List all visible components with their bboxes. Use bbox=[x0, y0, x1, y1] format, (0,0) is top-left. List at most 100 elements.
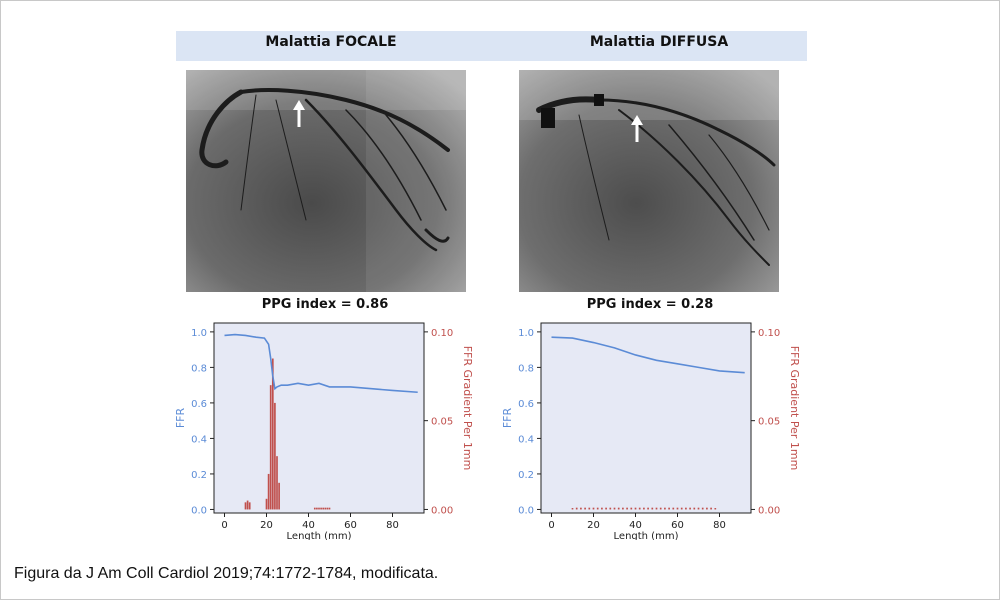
gradient-bar bbox=[609, 507, 612, 510]
y2-tick-label: 0.00 bbox=[758, 505, 780, 516]
ffr-line bbox=[551, 336, 745, 374]
y-tick-label: 1.0 bbox=[191, 328, 207, 339]
gradient-bar bbox=[710, 507, 712, 510]
x-tick-label: 0 bbox=[548, 520, 554, 531]
y-tick-label: 0.6 bbox=[518, 399, 534, 410]
header-band bbox=[176, 31, 807, 61]
gradient-bar bbox=[246, 500, 249, 510]
gradient-bar bbox=[659, 507, 662, 510]
x-tick-label: 0 bbox=[221, 520, 227, 531]
gradient-bar bbox=[630, 507, 633, 510]
y-tick-label: 0.8 bbox=[518, 363, 534, 374]
x-tick-label: 20 bbox=[587, 520, 600, 531]
gradient-bar bbox=[672, 507, 675, 510]
plot-area bbox=[213, 322, 425, 514]
gradient-bar bbox=[706, 507, 708, 510]
gradient-bar bbox=[668, 507, 670, 510]
y2-axis-label: FFR Gradient Per 1mm bbox=[788, 346, 801, 471]
x-tick-label: 60 bbox=[344, 520, 357, 531]
x-tick-label: 40 bbox=[629, 520, 642, 531]
x-tick-label: 40 bbox=[302, 520, 315, 531]
gradient-bar bbox=[276, 456, 278, 510]
y-tick-label: 0.0 bbox=[518, 505, 534, 516]
gradient-bar bbox=[592, 507, 595, 510]
left-panel-title: Malattia FOCALE bbox=[265, 34, 397, 50]
x-tick-label: 80 bbox=[713, 520, 726, 531]
gradient-bar bbox=[605, 507, 607, 510]
gradient-bar bbox=[676, 507, 679, 510]
ffr-line bbox=[224, 333, 418, 394]
angiogram-focal bbox=[186, 70, 466, 292]
y-tick-label: 0.8 bbox=[191, 363, 207, 374]
gradient-bar bbox=[664, 507, 666, 510]
angiogram-diffuse bbox=[519, 70, 779, 292]
gradient-bar bbox=[596, 507, 599, 510]
x-axis-label: Length (mm) bbox=[287, 531, 352, 540]
y-tick-label: 1.0 bbox=[518, 328, 534, 339]
gradient-bar bbox=[248, 502, 251, 510]
gradient-bar bbox=[647, 507, 649, 510]
gradient-bar bbox=[617, 507, 620, 510]
gradient-bar bbox=[697, 507, 700, 510]
gradient-bar bbox=[588, 507, 591, 510]
y2-tick-label: 0.05 bbox=[431, 417, 453, 428]
gradient-bar bbox=[693, 507, 696, 510]
gradient-bar bbox=[634, 507, 637, 510]
gradient-bar bbox=[313, 507, 316, 510]
y-tick-label: 0.6 bbox=[191, 399, 207, 410]
y2-tick-label: 0.00 bbox=[431, 505, 453, 516]
gradient-bar bbox=[584, 507, 586, 510]
ffr-chart-diffuse: 0.0 0.2 0.4 0.6 0.8 1.0 0.00 0.05 0.10 0 20 40 60 80 L… bbox=[501, 322, 801, 540]
y-tick-label: 0.2 bbox=[518, 470, 534, 481]
y-axis-label: FFR bbox=[174, 408, 187, 429]
y2-tick-label: 0.05 bbox=[758, 417, 780, 428]
gradient-bar bbox=[271, 358, 274, 510]
gradient-bar bbox=[638, 507, 641, 510]
y-tick-label: 0.0 bbox=[191, 505, 207, 516]
ppg-index-right: PPG index = 0.28 bbox=[586, 297, 714, 312]
gradient-bar bbox=[643, 507, 645, 510]
gradient-bar bbox=[265, 498, 268, 510]
gradient-bar bbox=[575, 507, 578, 510]
y2-axis-label: FFR Gradient Per 1mm bbox=[461, 346, 474, 471]
gradient-bar bbox=[685, 507, 687, 510]
gradient-bar bbox=[689, 507, 691, 510]
gradient-bar bbox=[714, 508, 717, 510]
gradient-bar bbox=[324, 507, 327, 510]
gradient-bar bbox=[328, 507, 331, 510]
gradient-bar bbox=[316, 507, 318, 510]
ppg-index-left: PPG index = 0.86 bbox=[261, 297, 389, 312]
gradient-bar bbox=[655, 507, 658, 510]
gradient-bar bbox=[318, 507, 320, 510]
gradient-bar bbox=[278, 482, 280, 510]
x-tick-label: 80 bbox=[386, 520, 399, 531]
gradient-bar bbox=[626, 507, 628, 510]
y-tick-label: 0.4 bbox=[518, 434, 534, 445]
gradient-bar bbox=[244, 502, 247, 510]
arrow-up-icon bbox=[631, 115, 643, 142]
gradient-bar bbox=[613, 507, 616, 510]
y-axis-label: FFR bbox=[501, 408, 514, 429]
plot-area bbox=[540, 322, 752, 514]
figure-caption: Figura da J Am Coll Cardiol 2019;74:1772… bbox=[14, 565, 439, 582]
gradient-bar bbox=[622, 507, 624, 510]
gradient-bar bbox=[269, 385, 272, 510]
gradient-bar bbox=[320, 507, 322, 510]
arrow-up-icon bbox=[293, 100, 305, 127]
y-tick-label: 0.2 bbox=[191, 470, 207, 481]
y2-tick-label: 0.10 bbox=[431, 328, 453, 339]
x-axis-label: Length (mm) bbox=[614, 531, 679, 540]
y2-tick-label: 0.10 bbox=[758, 328, 780, 339]
gradient-bar bbox=[267, 473, 270, 510]
y-tick-label: 0.4 bbox=[191, 434, 207, 445]
gradient-bar bbox=[571, 508, 574, 510]
gradient-bar bbox=[680, 507, 683, 510]
gradient-bar bbox=[601, 507, 603, 510]
gradient-bar bbox=[274, 402, 276, 510]
right-panel-title: Malattia DIFFUSA bbox=[589, 34, 729, 50]
gradient-bar bbox=[701, 507, 704, 510]
x-tick-label: 20 bbox=[260, 520, 273, 531]
x-tick-label: 60 bbox=[671, 520, 684, 531]
ffr-chart-focal: 0.0 0.2 0.4 0.6 0.8 1.0 0.00 0.05 0.10 0 20 40 60 80 L… bbox=[174, 322, 474, 540]
gradient-bar bbox=[322, 507, 325, 510]
